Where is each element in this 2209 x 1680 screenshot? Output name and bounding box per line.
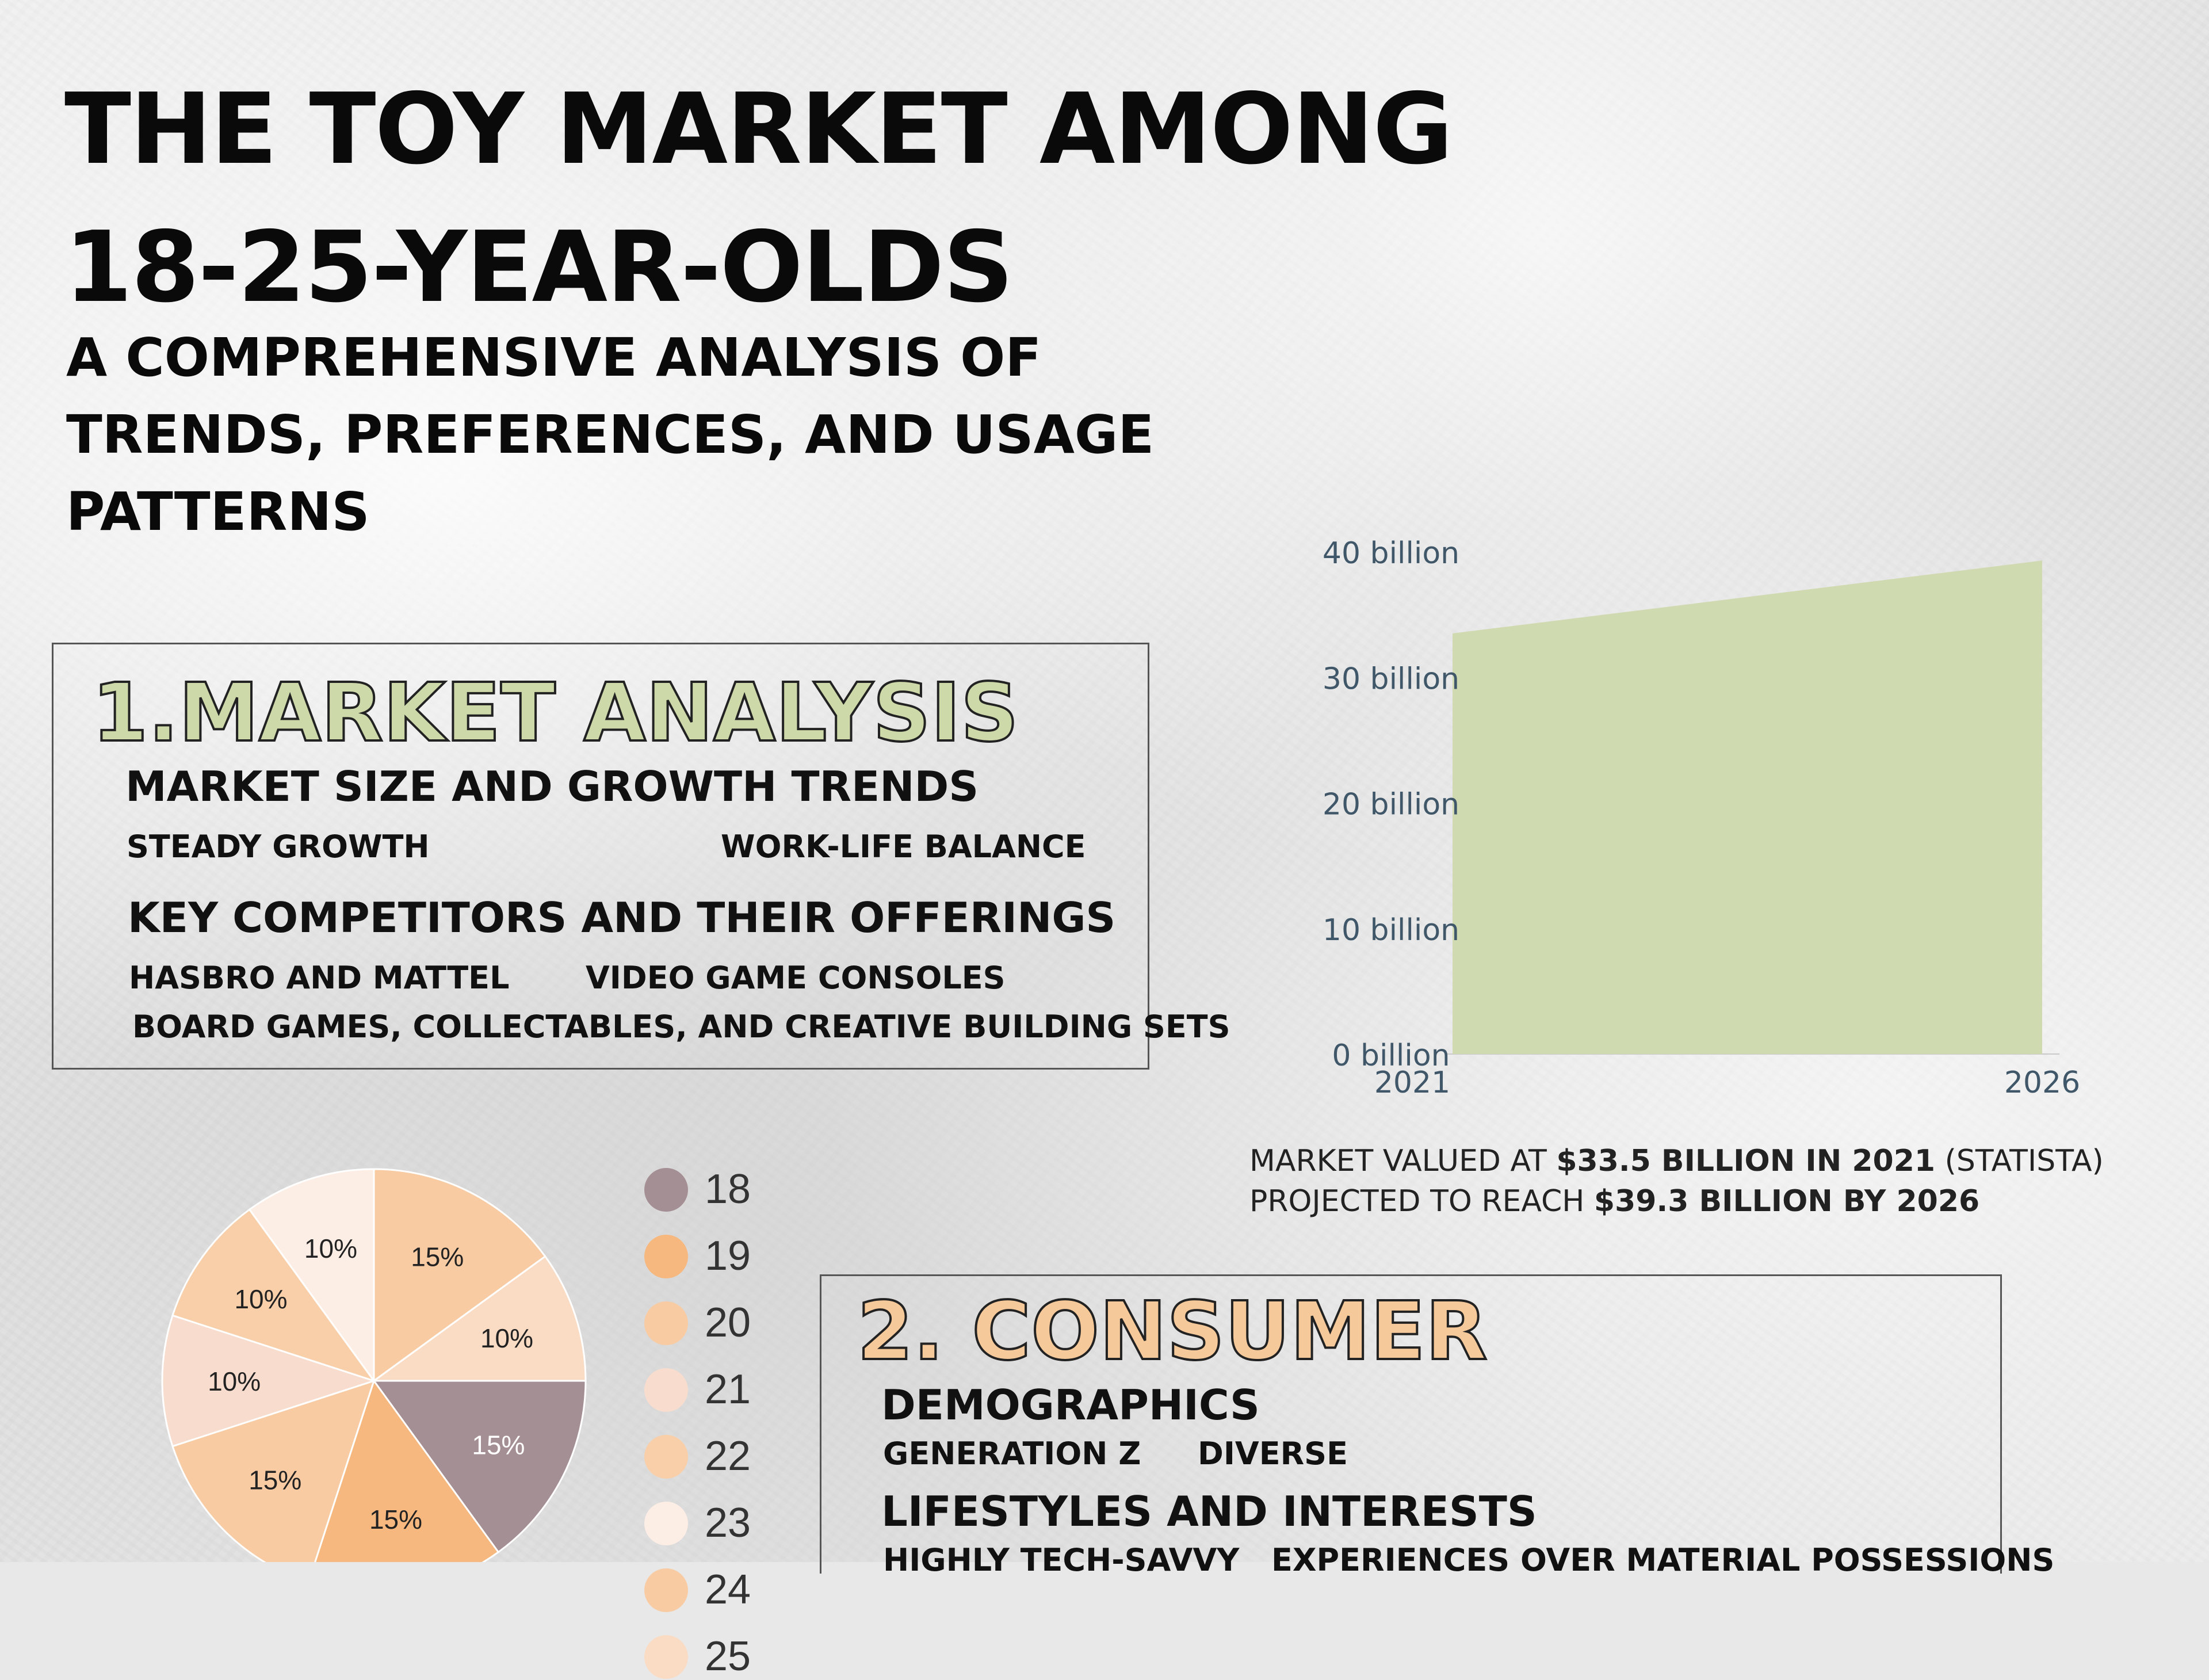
market-valued-caption: MARKET VALUED AT $33.5 BILLION IN 2021 (… <box>1249 1144 2104 1178</box>
pie-slice-19 <box>314 1379 500 1562</box>
page-title: THE TOY MARKET AMONG 18-25-YEAR-OLDS <box>64 60 1560 337</box>
title-line-1: THE TOY MARKET AMONG <box>64 72 1453 186</box>
steady-growth-item: STEADY GROWTH <box>127 828 430 865</box>
legend-swatch <box>644 1368 688 1412</box>
y-tick-label: 40 billion <box>1323 536 1459 571</box>
pie-slice-23 <box>248 1168 375 1384</box>
y-tick-label: 0 billion <box>1332 1038 1450 1073</box>
pie-slice-21 <box>161 1314 377 1448</box>
pie-slice-22 <box>171 1208 376 1383</box>
board-games-item: BOARD GAMES, COLLECTABLES, AND CREATIVE … <box>132 1009 1230 1045</box>
caption-line1-bold: $33.5 BILLION IN 2021 <box>1556 1144 1936 1178</box>
page-subtitle: A COMPREHENSIVE ANALYSIS OF TRENDS, PREF… <box>66 319 1274 551</box>
subtitle-line-1: A COMPREHENSIVE ANALYSIS OF <box>66 327 1042 388</box>
legend-swatch <box>644 1235 688 1278</box>
market-analysis-box <box>52 643 1149 1070</box>
pie-slice-18 <box>372 1380 587 1553</box>
consumer-box <box>820 1274 2002 1574</box>
y-tick-label: 20 billion <box>1323 788 1459 822</box>
projected-caption: PROJECTED TO REACH $39.3 BILLION BY 2026 <box>1249 1184 1979 1219</box>
pie-slice-label: 15% <box>369 1505 422 1534</box>
pie-slice-label: 15% <box>249 1465 301 1495</box>
pie-slice-label: 10% <box>304 1234 357 1263</box>
legend-swatch <box>644 1301 688 1345</box>
x-tick-label: 2021 <box>1374 1066 1450 1100</box>
pie-slice-label: 15% <box>472 1430 525 1460</box>
consumer-heading: 2. CONSUMER <box>856 1285 1489 1379</box>
title-line-2: 18-25-YEAR-OLDS <box>64 211 1014 324</box>
pie-slice-label: 10% <box>208 1366 261 1396</box>
age-pie-chart: 15% 15% 15% 10% 10% 10% 15% 10% <box>161 1168 587 1562</box>
experiences-item: EXPERIENCES OVER MATERIAL POSSESSIONS <box>1271 1542 2055 1578</box>
hasbro-mattel-item: HASBRO AND MATTEL <box>129 960 510 996</box>
market-size-title: MARKET SIZE AND GROWTH TRENDS <box>125 762 979 811</box>
diverse-item: DIVERSE <box>1198 1435 1348 1472</box>
age-pie-legend: 18 19 20 21 22 23 24 25 <box>644 1162 794 1679</box>
video-game-consoles-item: VIDEO GAME CONSOLES <box>586 960 1006 996</box>
legend-label: 24 <box>705 1567 751 1613</box>
pie-slice-label: 15% <box>411 1242 464 1272</box>
legend-label: 20 <box>705 1300 751 1346</box>
legend-swatch <box>644 1168 688 1212</box>
pie-slice-20 <box>171 1379 376 1562</box>
work-life-balance-item: WORK-LIFE BALANCE <box>721 828 1086 865</box>
caption-line2-bold: $39.3 BILLION BY 2026 <box>1593 1184 1980 1219</box>
caption-line1-suffix: (STATISTA) <box>1935 1144 2104 1178</box>
demographics-title: DEMOGRAPHICS <box>881 1381 1260 1429</box>
legend-label: 25 <box>705 1633 751 1679</box>
legend-label: 19 <box>705 1233 751 1279</box>
y-tick-label: 30 billion <box>1323 662 1459 696</box>
pie-slice-24 <box>373 1168 546 1383</box>
subtitle-line-3: PATTERNS <box>66 481 370 543</box>
subtitle-line-2: TRENDS, PREFERENCES, AND USAGE <box>66 404 1155 465</box>
legend-label: 21 <box>705 1366 751 1412</box>
legend-label: 18 <box>705 1166 751 1212</box>
legend-swatch <box>644 1635 688 1679</box>
area-series <box>1453 560 2042 1054</box>
legend-swatch <box>644 1502 688 1545</box>
caption-line1-prefix: MARKET VALUED AT <box>1249 1144 1557 1178</box>
legend-label: 22 <box>705 1433 751 1479</box>
caption-line2-prefix: PROJECTED TO REACH <box>1249 1184 1594 1219</box>
pie-slice-label: 10% <box>480 1323 533 1353</box>
legend-swatch <box>644 1435 688 1479</box>
tech-savvy-item: HIGHLY TECH-SAVVY <box>883 1542 1240 1578</box>
key-competitors-title: KEY COMPETITORS AND THEIR OFFERINGS <box>128 894 1116 942</box>
legend-swatch <box>644 1568 688 1612</box>
x-tick-label: 2026 <box>2004 1066 2080 1100</box>
pie-slice-label: 10% <box>234 1284 287 1314</box>
lifestyles-title: LIFESTYLES AND INTERESTS <box>881 1487 1537 1536</box>
legend-label: 23 <box>705 1500 751 1546</box>
y-tick-label: 10 billion <box>1323 913 1459 948</box>
market-size-area-chart: 0 billion 10 billion 20 billion 30 billion 4… <box>1323 536 2080 1100</box>
pie-slice-25 <box>371 1255 587 1382</box>
generation-z-item: GENERATION Z <box>883 1435 1141 1472</box>
market-analysis-heading: 1.MARKET ANALYSIS <box>91 666 1020 760</box>
